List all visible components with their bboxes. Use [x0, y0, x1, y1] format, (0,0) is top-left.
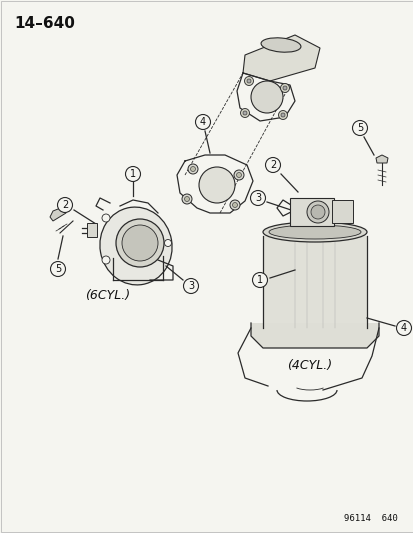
Circle shape	[252, 272, 267, 287]
Ellipse shape	[262, 222, 366, 242]
Circle shape	[199, 167, 235, 203]
Polygon shape	[50, 207, 66, 221]
Text: 2: 2	[269, 160, 275, 170]
Circle shape	[190, 166, 195, 172]
Circle shape	[232, 203, 237, 207]
Circle shape	[250, 81, 282, 113]
Text: 4: 4	[199, 117, 206, 127]
Text: 5: 5	[55, 264, 61, 274]
Ellipse shape	[268, 225, 360, 239]
Circle shape	[188, 164, 197, 174]
Circle shape	[125, 166, 140, 182]
Text: (4CYL.): (4CYL.)	[287, 359, 332, 372]
Polygon shape	[250, 323, 378, 348]
Circle shape	[116, 219, 164, 267]
Text: 2: 2	[62, 200, 68, 210]
Circle shape	[250, 190, 265, 206]
Text: 1: 1	[130, 169, 136, 179]
Circle shape	[396, 320, 411, 335]
Circle shape	[306, 201, 328, 223]
Ellipse shape	[261, 38, 300, 52]
Polygon shape	[242, 35, 319, 81]
Circle shape	[50, 262, 65, 277]
Text: 4: 4	[400, 323, 406, 333]
Polygon shape	[375, 155, 387, 163]
Circle shape	[102, 214, 110, 222]
Circle shape	[102, 256, 110, 264]
Text: 5: 5	[356, 123, 362, 133]
Circle shape	[233, 170, 243, 180]
Bar	[262, 236, 366, 328]
Circle shape	[164, 239, 171, 246]
Circle shape	[280, 84, 289, 93]
Circle shape	[244, 77, 253, 85]
Circle shape	[122, 225, 158, 261]
FancyBboxPatch shape	[289, 198, 333, 226]
FancyBboxPatch shape	[332, 199, 353, 222]
Text: (6CYL.): (6CYL.)	[85, 288, 130, 302]
Circle shape	[310, 205, 324, 219]
Ellipse shape	[100, 207, 172, 285]
Circle shape	[278, 110, 287, 119]
Circle shape	[195, 115, 210, 130]
Circle shape	[265, 157, 280, 173]
Circle shape	[57, 198, 72, 213]
Circle shape	[184, 197, 189, 201]
Text: 3: 3	[254, 193, 261, 203]
Circle shape	[247, 79, 250, 83]
Circle shape	[242, 111, 247, 115]
Circle shape	[282, 86, 286, 90]
Circle shape	[182, 194, 192, 204]
Circle shape	[183, 279, 198, 294]
Circle shape	[240, 109, 249, 117]
Text: 96114  640: 96114 640	[344, 514, 397, 523]
Text: 14–640: 14–640	[14, 16, 75, 31]
Circle shape	[351, 120, 367, 135]
Text: 3: 3	[188, 281, 194, 291]
Circle shape	[280, 113, 284, 117]
FancyBboxPatch shape	[87, 223, 97, 237]
Text: 1: 1	[256, 275, 262, 285]
Circle shape	[236, 173, 241, 177]
Circle shape	[230, 200, 240, 210]
